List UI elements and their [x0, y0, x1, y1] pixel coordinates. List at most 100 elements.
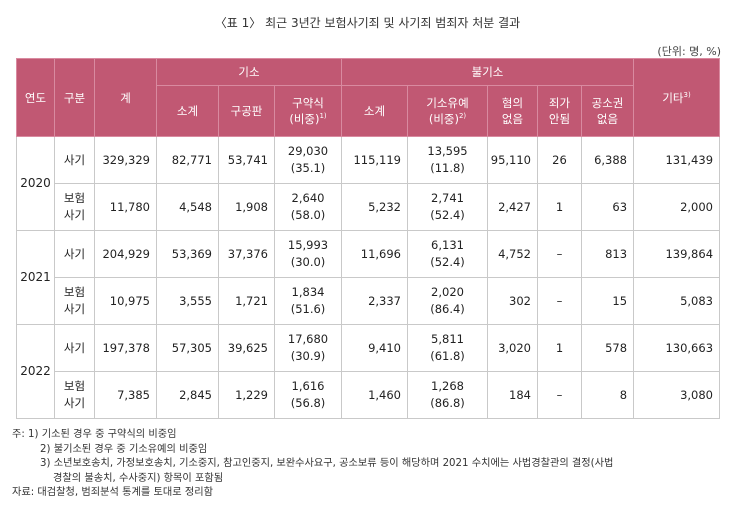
summary-cell: 15,993 (30.0) [274, 230, 342, 278]
summary-pct: (51.6) [290, 302, 326, 316]
suspended-cell: 5,811 (61.8) [407, 324, 488, 372]
suspended-value: 2,741 [431, 191, 464, 205]
footnote-1: 주: 1) 기소된 경우 중 구약식의 비중임 [12, 429, 177, 440]
no-suspicion-cell: 184 [487, 371, 538, 419]
table-title: 〈표 1〉 최근 3년간 보험사기죄 및 사기죄 범죄자 처분 결과 [214, 16, 521, 30]
table-body: 2020 사기 329,329 82,771 53,741 29,030 (35.… [16, 136, 721, 419]
header-summary-line2: (비중) [289, 112, 320, 126]
subtotal-cell: 82,771 [156, 136, 219, 184]
formal-trial-cell: 53,741 [218, 136, 275, 184]
header-other-label: 기타 [662, 90, 684, 105]
category-line2: 사기 [63, 396, 86, 410]
table-row: 2022 사기 197,378 57,305 39,625 17,680 (30.… [16, 324, 721, 419]
no-right-cell: 63 [580, 183, 635, 231]
no-suspicion-cell: 3,020 [487, 324, 538, 372]
no-right-cell: 6,388 [580, 136, 635, 184]
suspended-cell: 2,020 (86.4) [407, 277, 488, 325]
total-cell: 197,378 [94, 324, 157, 372]
header-formal-trial: 구공판 [218, 85, 275, 137]
header-suspended-line2: (비중) [428, 112, 459, 126]
other-cell: 131,439 [633, 136, 721, 184]
subtotal-cell: 4,548 [156, 183, 219, 231]
category-cell: 보험 사기 [54, 183, 95, 231]
summary-cell: 1,616 (56.8) [274, 371, 342, 419]
summary-value: 15,993 [287, 238, 329, 252]
unit-label: (단위: 명, %) [657, 45, 721, 58]
subtotal-cell: 2,845 [156, 371, 219, 419]
header-prosecution: 기소 [156, 58, 342, 86]
header-no-right-line1: 공소권 [591, 96, 624, 110]
no-right-cell: 15 [580, 277, 635, 325]
footnote-3: 3) 소년보호송치, 가정보호송치, 기소중지, 참고인중지, 보완수사요구, … [40, 458, 614, 469]
category-line2: 사기 [63, 302, 86, 316]
no-suspicion-cell: 95,110 [487, 136, 538, 184]
subtotal-cell: 3,555 [156, 277, 219, 325]
subtotal-cell: 1,460 [341, 371, 408, 419]
header-no-crime-line1: 죄가 [548, 96, 571, 110]
subtotal-cell: 11,696 [341, 230, 408, 278]
summary-value: 29,030 [287, 144, 329, 158]
no-right-cell: 813 [580, 230, 635, 278]
no-crime-cell: 26 [537, 136, 582, 184]
year-cell: 2021 [16, 230, 55, 325]
suspended-pct: (11.8) [430, 161, 465, 175]
no-crime-cell: – [537, 230, 582, 278]
suspended-value: 13,595 [427, 144, 468, 158]
summary-pct: (30.9) [290, 349, 326, 363]
no-right-cell: 578 [580, 324, 635, 372]
subtotal-cell: 115,119 [341, 136, 408, 184]
formal-trial-cell: 39,625 [218, 324, 275, 372]
table-row: 보험 사기 11,780 4,548 1,908 2,640 (58.0) 5,23… [17, 183, 721, 231]
disposition-table: 연도 구분 계 기소 불기소 기타3) 소계 구공판 구약식 (비중)1) 소계 … [16, 58, 721, 419]
suspended-value: 2,020 [431, 285, 464, 299]
header-category: 구분 [54, 58, 95, 137]
suspended-cell: 6,131 (52.4) [407, 230, 488, 278]
suspended-pct: (86.4) [430, 302, 465, 316]
header-year: 연도 [16, 58, 55, 137]
subtotal-cell: 9,410 [341, 324, 408, 372]
year-cell: 2020 [16, 136, 55, 231]
no-suspicion-cell: 4,752 [487, 230, 538, 278]
footnote-2: 2) 불기소된 경우 중 기소유예의 비중임 [40, 443, 208, 455]
suspended-cell: 13,595 (11.8) [407, 136, 488, 184]
source-note: 자료: 대검찰청, 범죄분석 통계를 토대로 정리함 [12, 487, 213, 498]
header-no-crime-line2: 안됨 [548, 112, 571, 126]
header-summary-note: 1) [319, 112, 327, 121]
header-summary-line1: 구약식 [292, 96, 324, 110]
no-suspicion-cell: 2,427 [487, 183, 538, 231]
header-non-prosecution: 불기소 [340, 58, 635, 86]
suspended-pct: (52.4) [430, 208, 465, 222]
summary-value: 17,680 [287, 332, 329, 346]
summary-pct: (35.1) [290, 161, 326, 175]
other-cell: 139,864 [633, 230, 721, 278]
no-crime-cell: 1 [537, 183, 582, 231]
total-cell: 11,780 [94, 183, 157, 231]
subtotal-cell: 53,369 [156, 230, 219, 278]
header-other: 기타3) [633, 58, 721, 137]
total-cell: 7,385 [94, 371, 157, 419]
summary-value: 1,834 [291, 285, 325, 299]
subtotal-cell: 57,305 [156, 324, 219, 372]
subtotal-cell: 2,337 [341, 277, 408, 325]
category-line1: 보험 [63, 285, 86, 299]
summary-value: 2,640 [291, 191, 325, 205]
header-summary-indictment: 구약식 (비중)1) [274, 85, 342, 137]
table-row: 2020 사기 329,329 82,771 53,741 29,030 (35.… [16, 136, 721, 231]
total-cell: 10,975 [94, 277, 157, 325]
subtotal-cell: 5,232 [341, 183, 408, 231]
header-total: 계 [94, 58, 157, 137]
other-cell: 5,083 [633, 277, 721, 325]
header-no-right: 공소권 없음 [580, 85, 635, 137]
summary-value: 1,616 [291, 379, 325, 393]
header-other-note: 3) [683, 90, 691, 99]
suspended-value: 5,811 [431, 332, 464, 346]
summary-pct: (58.0) [290, 208, 326, 222]
year-cell: 2022 [16, 324, 55, 419]
category-line1: 보험 [63, 379, 86, 393]
table-row: 보험 사기 7,385 2,845 1,229 1,616 (56.8) 1,460… [17, 371, 721, 419]
suspended-pct: (86.8) [430, 396, 465, 410]
summary-pct: (56.8) [290, 396, 326, 410]
